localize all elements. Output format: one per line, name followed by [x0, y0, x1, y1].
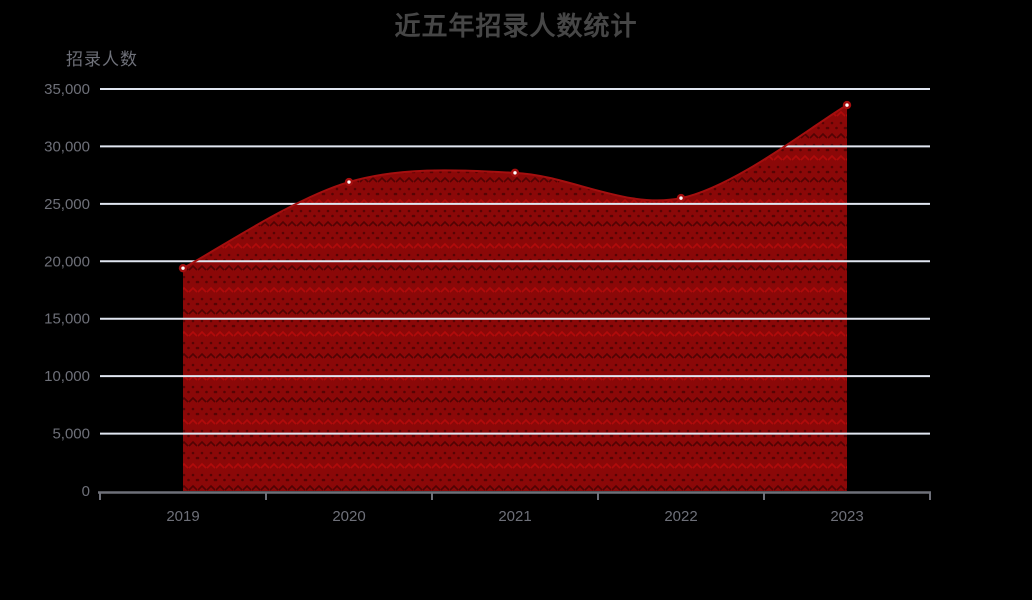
x-tick-label: 2021 — [498, 508, 531, 525]
data-point-marker[interactable] — [344, 177, 354, 187]
y-tick-label: 5,000 — [52, 426, 90, 443]
data-point-marker[interactable] — [842, 100, 852, 110]
x-tick-label: 2023 — [830, 508, 863, 525]
y-tick-label: 0 — [82, 483, 90, 500]
data-point-marker[interactable] — [178, 263, 188, 273]
y-tick-label: 35,000 — [44, 81, 90, 98]
x-tick-label: 2020 — [332, 508, 365, 525]
data-point-marker[interactable] — [510, 168, 520, 178]
y-tick-label: 10,000 — [44, 368, 90, 385]
x-tick-label: 2022 — [664, 508, 697, 525]
y-tick-label: 15,000 — [44, 311, 90, 328]
chart-title: 近五年招录人数统计 — [394, 11, 638, 41]
y-tick-label: 20,000 — [44, 253, 90, 270]
data-point-marker[interactable] — [676, 193, 686, 203]
y-axis-name: 招录人数 — [66, 50, 138, 69]
y-tick-label: 25,000 — [44, 196, 90, 213]
y-tick-label: 30,000 — [44, 138, 90, 155]
x-tick-label: 2019 — [166, 508, 199, 525]
